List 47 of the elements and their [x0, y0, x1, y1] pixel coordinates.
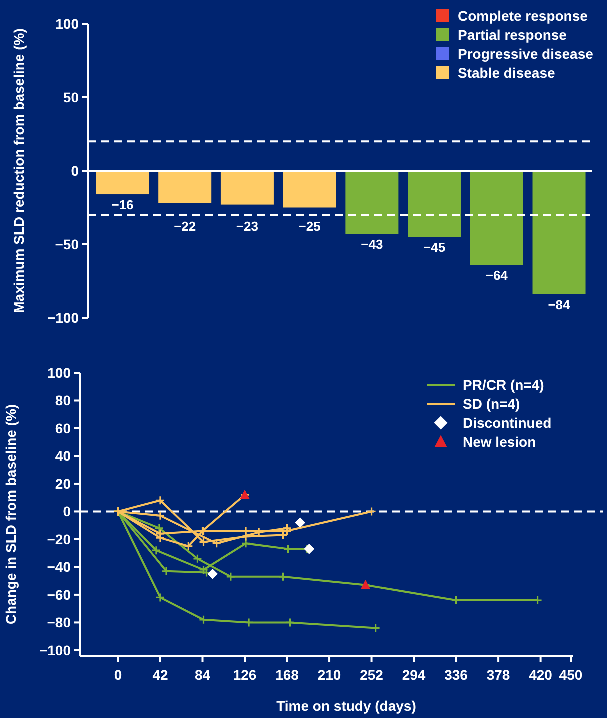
x-tick-label: 420	[529, 667, 553, 683]
data-label: −45	[424, 240, 446, 256]
x-tick-label: 294	[402, 667, 426, 683]
data-label: −84	[548, 297, 572, 312]
data-label: −43	[361, 237, 384, 252]
data-label: −64	[486, 268, 509, 284]
x-tick-label: 336	[444, 667, 468, 683]
x-tick-label: 84	[194, 667, 211, 683]
y-tick-label: 100	[48, 364, 72, 381]
data-label: −23	[236, 219, 258, 234]
x-axis-title: Time on study (days)	[276, 698, 416, 714]
x-tick-label: 126	[233, 667, 257, 683]
y-tick-label: −80	[47, 614, 72, 631]
y-tick-label: 0	[71, 162, 80, 179]
x-tick-label: 0	[114, 667, 122, 683]
x-tick-label: 168	[276, 667, 300, 683]
y-tick-label: 80	[55, 392, 72, 409]
y-tick-label: −20	[47, 531, 72, 548]
data-label: −25	[298, 219, 321, 234]
y-tick-label: −100	[47, 310, 80, 326]
y-tick-label: −50	[55, 236, 80, 252]
y-axis-title: Maximum SLD reduction from baseline (%)	[11, 28, 27, 314]
legend-label: Discontinued	[463, 414, 552, 431]
x-tick-label: 210	[318, 667, 342, 683]
legend-label: PR/CR (n=4)	[463, 376, 544, 393]
legend-label: New lesion	[463, 434, 536, 450]
y-tick-label: −60	[47, 586, 72, 603]
y-axis-title: Change in SLD from baseline (%)	[3, 404, 19, 625]
legend-label: Progressive disease	[458, 46, 594, 62]
data-label: −22	[174, 219, 196, 234]
legend-label: Partial response	[458, 26, 568, 43]
y-tick-label: 20	[55, 476, 72, 492]
x-tick-label: 42	[152, 667, 168, 683]
y-tick-label: 0	[63, 504, 72, 520]
x-tick-label: 450	[559, 667, 583, 683]
y-tick-label: −100	[39, 642, 72, 658]
y-tick-label: 60	[55, 420, 72, 436]
legend-label: Complete response	[458, 8, 588, 24]
x-tick-label: 378	[486, 667, 510, 683]
legend-label: Stable disease	[458, 64, 556, 81]
data-label: −16	[112, 198, 134, 213]
x-tick-label: 252	[360, 667, 384, 683]
y-tick-label: −40	[47, 559, 72, 576]
y-tick-label: 40	[55, 448, 72, 464]
legend-label: SD (n=4)	[463, 396, 520, 412]
y-tick-label: 100	[56, 16, 80, 32]
y-tick-label: 50	[63, 89, 80, 106]
